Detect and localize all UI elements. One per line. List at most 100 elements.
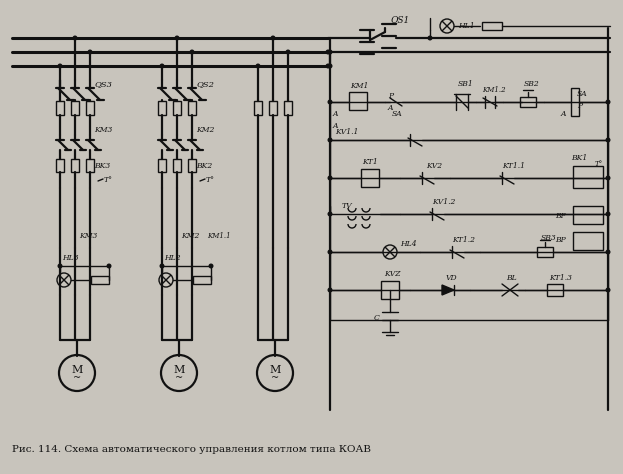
Bar <box>86 159 94 172</box>
Circle shape <box>270 36 275 40</box>
Text: HL1: HL1 <box>458 22 475 30</box>
Circle shape <box>159 264 164 268</box>
Bar <box>349 92 367 110</box>
Circle shape <box>209 264 214 268</box>
Bar <box>56 101 64 115</box>
Text: A: A <box>333 122 338 130</box>
Circle shape <box>606 137 611 143</box>
Text: T°: T° <box>595 160 603 168</box>
Bar <box>482 22 502 30</box>
Circle shape <box>328 175 333 181</box>
Bar <box>86 101 94 115</box>
Text: T°: T° <box>206 176 215 184</box>
Bar <box>193 276 211 284</box>
Text: KT1.2: KT1.2 <box>452 236 475 244</box>
Text: KT1.3: KT1.3 <box>549 274 572 282</box>
Text: SA: SA <box>392 110 402 118</box>
Text: KT1: KT1 <box>362 158 378 166</box>
Text: ~: ~ <box>271 374 279 383</box>
Text: M: M <box>71 365 83 375</box>
Bar <box>254 101 262 115</box>
Text: KVZ: KVZ <box>384 270 401 278</box>
Circle shape <box>606 288 611 292</box>
Text: TV: TV <box>342 202 353 210</box>
Circle shape <box>328 64 333 69</box>
Text: A: A <box>561 110 566 118</box>
Circle shape <box>328 249 333 255</box>
Text: BP: BP <box>555 236 566 244</box>
Bar <box>56 159 64 172</box>
Circle shape <box>257 355 293 391</box>
Text: P: P <box>577 102 582 110</box>
Text: KT1.1: KT1.1 <box>502 162 525 170</box>
Text: SA: SA <box>577 90 587 98</box>
Circle shape <box>159 64 164 69</box>
Circle shape <box>328 100 333 104</box>
Circle shape <box>440 19 454 33</box>
Circle shape <box>427 36 432 40</box>
Circle shape <box>107 264 112 268</box>
Text: ~: ~ <box>73 374 81 383</box>
Bar <box>573 206 603 224</box>
Text: ~: ~ <box>175 374 183 383</box>
Text: Рис. 114. Схема автоматического управления котлом типа КОАВ: Рис. 114. Схема автоматического управлен… <box>12 446 371 455</box>
Bar <box>158 159 166 172</box>
Circle shape <box>57 273 71 287</box>
Bar <box>173 159 181 172</box>
Bar <box>361 169 379 187</box>
Circle shape <box>255 64 260 69</box>
Circle shape <box>328 137 333 143</box>
Text: M: M <box>173 365 184 375</box>
Text: QS1: QS1 <box>390 16 409 25</box>
Text: KM1: KM1 <box>350 82 368 90</box>
Bar <box>520 97 536 107</box>
Bar <box>537 247 553 257</box>
Circle shape <box>59 355 95 391</box>
Circle shape <box>57 264 62 268</box>
Text: HL2: HL2 <box>164 254 181 262</box>
Bar <box>188 159 196 172</box>
Text: KM2: KM2 <box>181 232 199 240</box>
Circle shape <box>72 36 77 40</box>
Text: KM3: KM3 <box>94 126 112 134</box>
Bar <box>91 276 109 284</box>
Text: KV2: KV2 <box>426 162 442 170</box>
Text: T°: T° <box>104 176 113 184</box>
Text: KM3: KM3 <box>79 232 97 240</box>
Text: P: P <box>388 92 393 100</box>
Text: A: A <box>388 104 394 112</box>
Text: BK3: BK3 <box>94 162 110 170</box>
Circle shape <box>325 64 330 69</box>
Circle shape <box>325 49 330 55</box>
Bar <box>71 159 79 172</box>
Bar <box>284 101 292 115</box>
Text: M: M <box>269 365 281 375</box>
Text: KV1.1: KV1.1 <box>335 128 358 136</box>
Circle shape <box>328 49 333 55</box>
Bar <box>381 281 399 299</box>
Circle shape <box>606 100 611 104</box>
Circle shape <box>383 245 397 259</box>
Text: C: C <box>374 314 380 322</box>
Circle shape <box>606 175 611 181</box>
Circle shape <box>159 273 173 287</box>
Text: QS2: QS2 <box>196 80 214 88</box>
Circle shape <box>606 249 611 255</box>
Text: SB2: SB2 <box>524 80 540 88</box>
Bar <box>158 101 166 115</box>
Text: QS3: QS3 <box>94 80 112 88</box>
Bar <box>188 101 196 115</box>
Text: KV1.2: KV1.2 <box>432 198 455 206</box>
Bar <box>71 101 79 115</box>
Text: HL4: HL4 <box>400 240 417 248</box>
Circle shape <box>174 36 179 40</box>
Circle shape <box>328 288 333 292</box>
Circle shape <box>285 49 290 55</box>
Bar <box>547 284 563 296</box>
Text: BK1: BK1 <box>571 154 587 162</box>
Text: BP: BP <box>555 212 566 220</box>
Circle shape <box>606 211 611 217</box>
Text: KM2: KM2 <box>196 126 214 134</box>
Polygon shape <box>442 285 454 295</box>
Text: SB1: SB1 <box>458 80 473 88</box>
